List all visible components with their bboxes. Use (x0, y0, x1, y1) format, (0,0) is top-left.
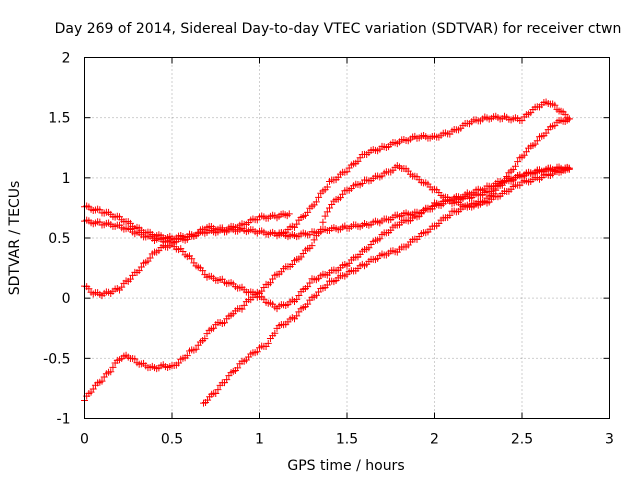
x-tick-label: 2.5 (511, 432, 533, 448)
data-point (199, 267, 207, 275)
data-point (501, 177, 508, 185)
data-point (514, 158, 522, 166)
data-point (308, 242, 316, 250)
data-point (223, 376, 231, 384)
data-point (315, 229, 323, 237)
data-point (520, 151, 528, 159)
y-tick-label: 2 (62, 51, 71, 67)
data-point (264, 339, 272, 347)
data-point (376, 235, 384, 243)
data-point (446, 211, 454, 219)
x-tick-label: 1 (255, 432, 264, 448)
data-point (192, 345, 200, 353)
y-tick-label: 0 (62, 291, 71, 307)
data-point (109, 363, 117, 371)
data-point (323, 281, 331, 289)
data-point (240, 301, 248, 309)
series-track-4 (81, 115, 573, 404)
data-point (107, 368, 115, 376)
series-track-2 (81, 210, 293, 247)
data-point (131, 355, 139, 363)
data-point (343, 168, 351, 176)
x-tick-label: 0.5 (161, 432, 183, 448)
data-point (285, 210, 293, 218)
axis-ticks: 0 0.5 1 1.5 2 2.5 3 -1 -0.5 0 0.5 1 1.5 2 (43, 51, 614, 448)
plot-frame (84, 57, 610, 419)
data-point (542, 129, 550, 137)
data-point (258, 287, 266, 295)
data-point (304, 300, 312, 308)
data-point (135, 267, 143, 275)
y-axis-label: SDTVAR / TECUs (7, 181, 23, 296)
y-tick-label: 0.5 (48, 231, 70, 247)
data-point (293, 220, 301, 228)
data-point (126, 275, 134, 283)
data-point (89, 385, 97, 393)
data-point (522, 148, 530, 156)
data-point (319, 218, 327, 226)
data-point (271, 329, 279, 337)
series-track-5 (200, 164, 573, 407)
x-tick-label: 2 (430, 432, 439, 448)
data-point (503, 172, 511, 180)
data-point (297, 253, 305, 261)
data-point (323, 208, 331, 216)
data-point (221, 319, 228, 327)
data-point (304, 208, 312, 216)
data-point (339, 190, 347, 198)
y-tick-label: 1.5 (48, 111, 70, 127)
data-point (565, 115, 573, 123)
data-point (321, 212, 329, 220)
data-point (137, 263, 145, 271)
x-tick-label: 3 (605, 432, 614, 448)
data-point (98, 377, 106, 385)
x-axis-label: GPS time / hours (287, 458, 404, 474)
series-track-6 (273, 98, 573, 239)
data-point (288, 260, 296, 268)
data-point (428, 203, 436, 211)
data-point (533, 137, 541, 145)
data-point (354, 157, 362, 165)
data-point (269, 275, 277, 283)
y-tick-label: -1 (57, 412, 71, 428)
y-tick-label: -0.5 (43, 351, 70, 367)
data-point (214, 386, 222, 394)
data-point (212, 389, 220, 397)
data-point (118, 283, 126, 291)
data-point (175, 359, 183, 367)
x-tick-label: 1.5 (336, 432, 358, 448)
data-point (183, 352, 191, 360)
data-point (317, 225, 325, 233)
data-point (492, 186, 500, 194)
data-point (315, 193, 323, 201)
data-point (323, 183, 331, 191)
chart-title: Day 269 of 2014, Sidereal Day-to-day VTE… (55, 21, 622, 37)
data-point (326, 204, 333, 212)
data-point (188, 255, 196, 263)
data-point (293, 312, 301, 320)
data-point (295, 292, 303, 300)
data-point (306, 279, 314, 287)
data-point (201, 335, 209, 343)
series-track-1 (81, 163, 573, 243)
data-point (446, 196, 454, 204)
data-point (234, 364, 242, 372)
data-point (511, 162, 519, 170)
data-point (310, 236, 318, 244)
y-tick-label: 1 (62, 171, 71, 187)
data-point (146, 254, 154, 262)
data-marks (81, 98, 573, 407)
data-point (304, 283, 312, 291)
data-point (266, 279, 274, 287)
data-point (518, 117, 526, 125)
data-point (312, 198, 320, 206)
data-point (551, 101, 559, 109)
data-point (253, 348, 261, 356)
data-point (293, 295, 301, 303)
data-point (210, 324, 218, 332)
x-tick-label: 0 (80, 432, 89, 448)
data-point (238, 305, 246, 313)
data-point (565, 164, 573, 172)
